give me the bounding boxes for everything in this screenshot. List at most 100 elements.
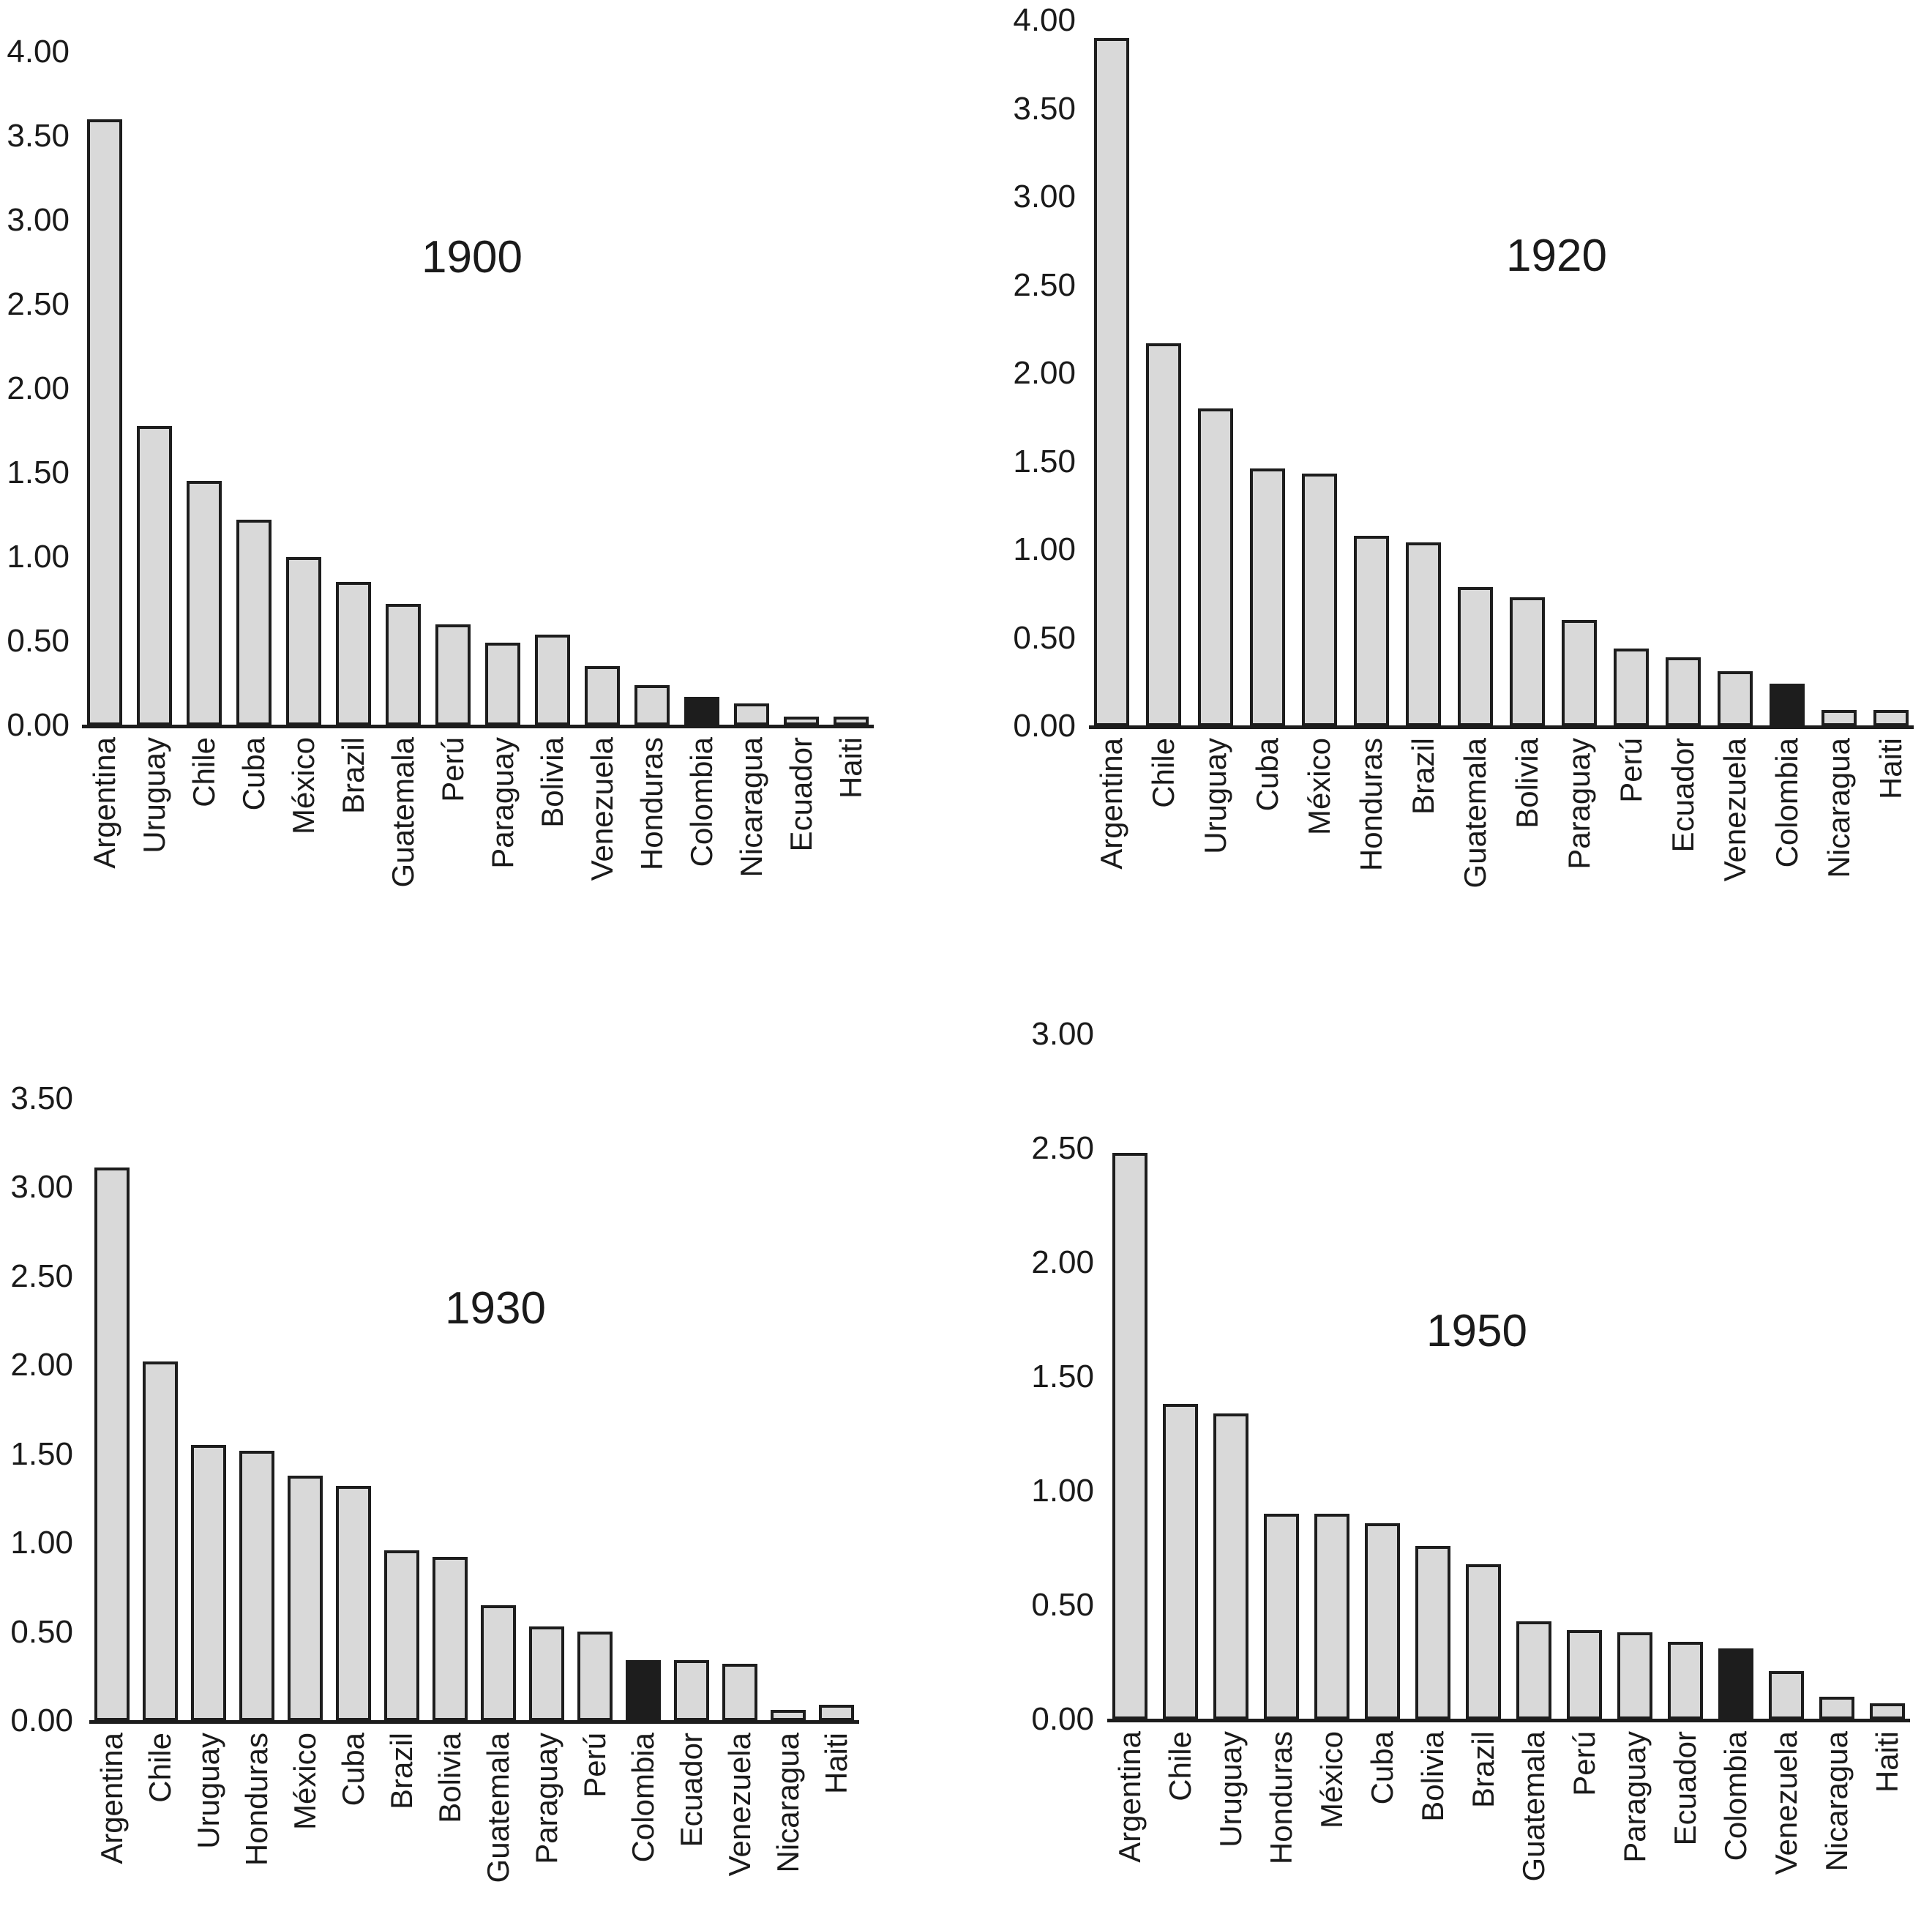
y-tick-label: 0.50	[1013, 619, 1076, 656]
x-label-cell: Brazil	[1406, 738, 1441, 965]
bar-paraguay	[1617, 1632, 1652, 1719]
x-axis-line	[89, 1720, 859, 1724]
bar-honduras	[1354, 536, 1389, 726]
country-label: Paraguay	[1562, 738, 1596, 870]
country-label: Haiti	[819, 1733, 853, 1795]
y-tick-label: 0.50	[7, 623, 70, 659]
country-label: Chile	[1163, 1731, 1197, 1801]
x-label-cell: Ecuador	[1668, 1731, 1703, 1909]
bar-argentina	[94, 1168, 130, 1721]
x-axis-line	[1089, 725, 1914, 729]
bar-uruguay	[137, 426, 172, 725]
x-label-cell: Honduras	[1264, 1731, 1299, 1909]
country-label: Honduras	[1264, 1731, 1298, 1865]
x-label-cell: Haiti	[1873, 738, 1909, 965]
y-tick-label: 3.50	[10, 1080, 73, 1116]
bar-ecuador	[784, 717, 819, 725]
bar-cuba	[336, 1486, 371, 1721]
bar-venezuela	[1718, 671, 1753, 726]
x-label-cell: Bolivia	[1415, 1731, 1450, 1909]
chart-panel-1920: 4.00 3.50 3.00 2.50 2.00 1.50 1.00 0.50 0.00 1920…	[966, 0, 1932, 952]
x-label-cell: Cuba	[1250, 738, 1285, 965]
bar-honduras	[634, 685, 670, 725]
x-label-cell: Ecuador	[674, 1733, 709, 1909]
bar-cuba	[1365, 1523, 1400, 1719]
x-label-cell: Perú	[577, 1733, 613, 1909]
bar-bolivia	[535, 635, 570, 725]
country-label: Honduras	[239, 1733, 274, 1867]
y-tick-label: 2.50	[7, 286, 70, 322]
country-label: México	[1314, 1731, 1349, 1829]
y-tick-label: 2.00	[1013, 355, 1076, 391]
x-axis-labels: Argentina Chile Uruguay Honduras México Cuba B…	[94, 1733, 854, 1909]
x-label-cell: Brazil	[336, 737, 371, 964]
chart-title: 1950	[1426, 1306, 1527, 1356]
country-label: Nicaragua	[771, 1733, 805, 1873]
x-label-cell: Ecuador	[784, 737, 819, 964]
country-label: Guatemala	[386, 737, 420, 888]
y-tick-label: 2.50	[1013, 266, 1076, 303]
bar-series	[1094, 20, 1909, 726]
country-label: Uruguay	[137, 737, 171, 853]
x-label-cell: Nicaragua	[1819, 1731, 1854, 1909]
bar-argentina	[1094, 38, 1129, 726]
bar-series	[87, 52, 869, 725]
bar-perú	[577, 1632, 613, 1721]
bar-argentina	[87, 119, 122, 725]
x-label-cell: Chile	[187, 737, 222, 964]
country-label: Argentina	[94, 1733, 129, 1864]
country-label: Colombia	[1770, 738, 1804, 868]
y-tick-label: 1.00	[7, 539, 70, 575]
y-tick-label: 2.50	[10, 1258, 73, 1294]
bar-nicaragua	[771, 1710, 806, 1721]
bar-brazil	[384, 1550, 419, 1721]
bar-venezuela	[722, 1664, 757, 1721]
bar-guatemala	[386, 604, 421, 725]
country-label: Chile	[1146, 738, 1180, 808]
bar-paraguay	[1562, 620, 1597, 726]
country-label: Venezuela	[1769, 1731, 1803, 1875]
x-axis-line	[82, 725, 874, 728]
bar-highlight-colombia	[626, 1660, 661, 1721]
bar-uruguay	[1198, 408, 1233, 726]
x-label-cell: Bolivia	[1510, 738, 1545, 965]
y-tick-label: 3.50	[7, 118, 70, 154]
x-label-cell: Honduras	[634, 737, 670, 964]
country-label: Cuba	[1250, 738, 1284, 812]
bar-highlight-colombia	[1718, 1648, 1753, 1719]
country-label: Bolivia	[433, 1733, 467, 1823]
bar-méxico	[1314, 1514, 1349, 1719]
chart-panel-1930: 3.50 3.00 2.50 2.00 1.50 1.00 0.50 0.00 1930 Arge…	[0, 952, 966, 1909]
country-label: Cuba	[1365, 1731, 1399, 1805]
bar-uruguay	[1213, 1413, 1248, 1719]
bar-bolivia	[433, 1557, 468, 1721]
country-label: Ecuador	[1666, 738, 1700, 853]
bar-venezuela	[1769, 1671, 1804, 1719]
country-label: Perú	[1567, 1731, 1601, 1796]
bar-méxico	[286, 557, 321, 725]
bar-ecuador	[1666, 657, 1701, 726]
country-label: Paraguay	[529, 1733, 564, 1864]
x-label-cell: Uruguay	[1213, 1731, 1248, 1909]
y-tick-label: 4.00	[7, 34, 70, 70]
x-label-cell: Paraguay	[1617, 1731, 1652, 1909]
bar-ecuador	[674, 1660, 709, 1721]
chart-panel-1900: 4.00 3.50 3.00 2.50 2.00 1.50 1.00 0.50 0.00 1900…	[0, 0, 966, 952]
country-label: México	[286, 737, 321, 835]
chart-title: 1900	[422, 232, 523, 283]
bar-chile	[1163, 1404, 1198, 1719]
x-label-cell: Venezuela	[585, 737, 620, 964]
country-label: Haiti	[1870, 1731, 1904, 1793]
chart-panel-1950: 3.00 2.50 2.00 1.50 1.00 0.50 0.00 1950 Argentin…	[966, 952, 1932, 1909]
x-label-cell: Haiti	[819, 1733, 854, 1909]
country-label: Perú	[1614, 738, 1648, 803]
y-tick-label: 1.00	[1013, 531, 1076, 567]
y-tick-label: 2.00	[7, 370, 70, 406]
x-label-cell: Nicaragua	[1821, 738, 1857, 965]
country-label: Venezuela	[585, 737, 619, 881]
bar-guatemala	[1458, 587, 1493, 726]
x-label-cell: Uruguay	[137, 737, 172, 964]
x-label-cell: Colombia	[684, 737, 719, 964]
bar-highlight-colombia	[1770, 684, 1805, 726]
x-label-cell: Venezuela	[1769, 1731, 1804, 1909]
